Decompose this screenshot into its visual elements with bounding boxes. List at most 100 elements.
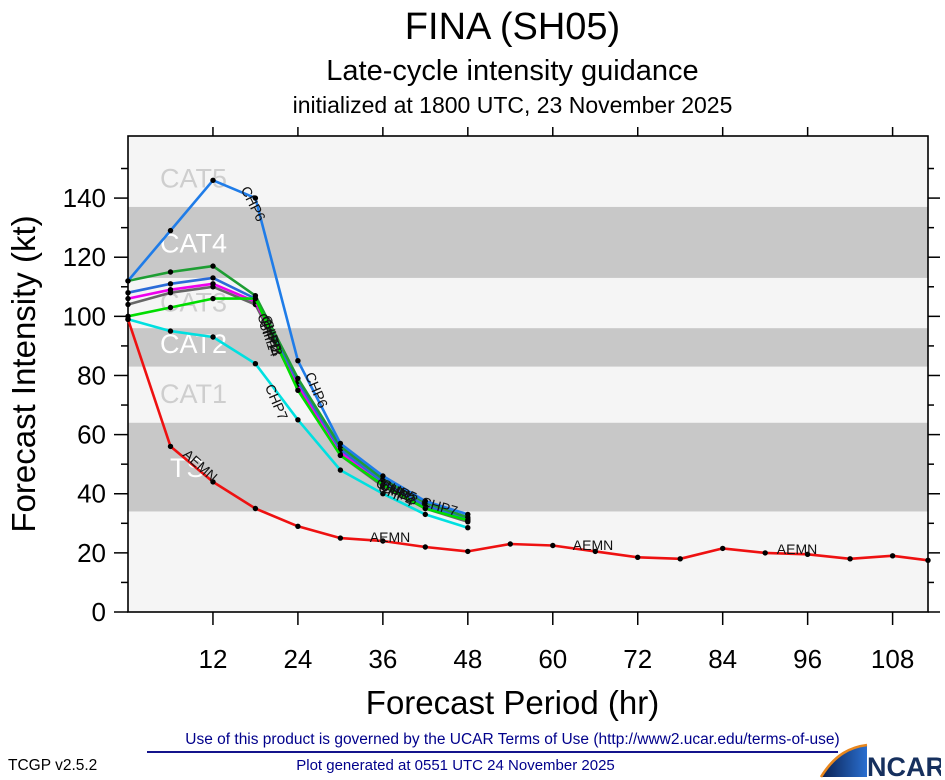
data-point-chp7: [465, 525, 471, 531]
x-tick-label: 36: [368, 644, 397, 674]
data-point-chp5: [337, 452, 344, 458]
data-point-aemn: [167, 443, 174, 450]
x-tick-label: 72: [623, 644, 652, 674]
y-tick-label: 60: [77, 420, 106, 450]
category-label-ts: TS: [170, 453, 205, 483]
y-tick-label: 120: [63, 242, 106, 272]
chart-init-time: initialized at 1800 UTC, 23 November 202…: [292, 92, 733, 119]
data-point-aemn: [210, 479, 216, 485]
plot-frame: [127, 135, 929, 613]
data-point-aemn: [592, 548, 598, 555]
data-point-aemn: [337, 535, 344, 541]
data-point-chp7: [295, 417, 301, 423]
category-band-cat2: [128, 328, 928, 367]
ncar-logo-arc: [819, 743, 868, 778]
data-point-chp6: [422, 498, 428, 504]
ncar-logo-swoosh: [821, 745, 867, 777]
data-point-aemn: [295, 523, 301, 529]
data-point-aemn: [635, 554, 641, 560]
data-point-chp5: [422, 505, 428, 512]
data-point-chp1: [125, 301, 131, 308]
data-point-chp6: [337, 440, 344, 447]
ncar-logo-text: NCAR: [867, 752, 941, 780]
version-text: TCGP v2.5.2: [8, 757, 98, 774]
data-point-aemn: [677, 556, 683, 562]
data-point-chp6: [465, 511, 471, 518]
data-point-chp6: [252, 195, 259, 201]
category-label-cat1: CAT1: [160, 379, 227, 409]
data-point-chp6: [295, 358, 301, 364]
page-title: FINA (SH05): [404, 6, 621, 48]
data-point-chp6: [380, 473, 386, 479]
data-point-chp6: [167, 227, 174, 234]
x-axis-title: Forecast Period (hr): [365, 684, 660, 721]
terms-of-use-text: Use of this product is governed by the U…: [185, 731, 840, 748]
data-point-chp4: [167, 269, 174, 275]
generated-timestamp-text: Plot generated at 0551 UTC 24 November 2…: [296, 757, 615, 774]
data-point-aemn: [125, 316, 131, 322]
data-point-chp6: [210, 177, 216, 183]
data-point-chp7: [167, 328, 174, 334]
category-band-ts: [128, 422, 928, 512]
data-point-chp2: [167, 287, 174, 293]
data-point-chp4: [210, 263, 216, 269]
chart-subtitle: Late-cycle intensity guidance: [326, 54, 699, 87]
ncar-logo: NCAR: [819, 743, 941, 780]
x-tick-label: 108: [871, 644, 914, 674]
data-point-chp5: [167, 304, 174, 311]
x-tick-label: 12: [198, 644, 227, 674]
x-tick-label: 60: [538, 644, 567, 674]
data-point-aemn: [550, 542, 556, 549]
data-point-chp5: [465, 517, 471, 523]
data-point-chp7: [422, 511, 428, 518]
category-band-cat4: [128, 206, 928, 278]
line-label-aemn: AEMN: [777, 541, 817, 557]
category-label-cat4: CAT4: [160, 228, 227, 258]
data-point-chp4: [295, 375, 301, 382]
y-tick-label: 80: [77, 360, 106, 390]
x-tick-label: 24: [283, 644, 312, 674]
y-tick-label: 140: [63, 183, 106, 213]
data-point-aemn: [889, 553, 896, 559]
y-tick-label: 40: [77, 479, 106, 509]
y-axis-title: Forecast Intensity (kt): [5, 215, 42, 533]
data-point-chp3: [210, 275, 216, 281]
x-tick-label: 96: [793, 644, 822, 674]
x-tick-label: 84: [708, 644, 737, 674]
data-point-chp2: [125, 295, 131, 302]
footer-divider: [147, 751, 838, 753]
data-point-chp7: [380, 491, 386, 497]
data-point-chp5: [380, 482, 386, 488]
line-label-aemn: AEMN: [370, 529, 410, 545]
data-point-aemn: [380, 538, 386, 544]
data-point-chp7: [210, 334, 216, 340]
data-point-aemn: [507, 541, 513, 547]
chart-header: FINA (SH05) Late-cycle intensity guidanc…: [96, 6, 929, 118]
data-point-aemn: [762, 550, 768, 556]
category-label-cat5: CAT5: [160, 163, 227, 193]
data-point-chp7: [252, 361, 259, 367]
data-point-chp2: [210, 281, 216, 287]
data-point-chp7: [337, 467, 344, 473]
line-label-aemn: AEMN: [573, 537, 613, 553]
data-point-aemn: [847, 556, 853, 562]
series-line-aemn: [126, 318, 929, 562]
y-tick-label: 20: [77, 538, 106, 568]
data-point-chp3: [125, 290, 131, 296]
y-tick-label: 0: [92, 597, 106, 627]
data-point-aemn: [465, 548, 471, 555]
data-point-chp3: [167, 281, 174, 287]
data-point-chp5: [252, 295, 259, 302]
data-point-aemn: [422, 544, 428, 550]
data-point-chp6: [125, 278, 131, 284]
y-tick-label: 100: [63, 301, 106, 331]
data-point-aemn: [252, 505, 259, 512]
data-point-chp5: [295, 387, 301, 393]
x-tick-label: 48: [453, 644, 482, 674]
data-point-aemn: [720, 545, 726, 552]
data-point-chp5: [210, 295, 216, 302]
data-point-aemn: [804, 551, 811, 557]
data-point-aemn: [925, 557, 931, 563]
